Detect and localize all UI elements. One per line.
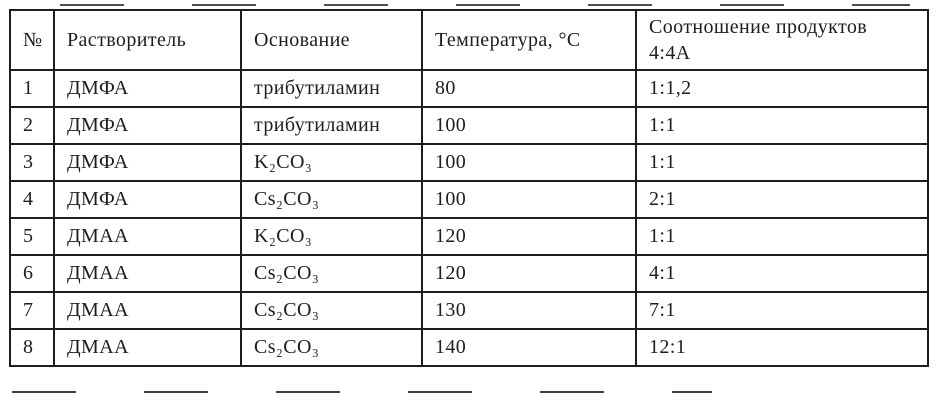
cell-base: трибутиламин	[240, 106, 423, 145]
cell-base: K₂CO₃	[240, 217, 423, 256]
cell-temperature: 100	[421, 143, 637, 182]
table-row: 3 ДМФА K₂CO₃ 100 1:1	[9, 143, 929, 182]
cell-number: 5	[9, 217, 55, 256]
cell-number: 8	[9, 328, 55, 367]
cell-solvent: ДМАА	[53, 254, 242, 293]
cell-number: 7	[9, 291, 55, 330]
cell-number: 4	[9, 180, 55, 219]
cell-base: трибутиламин	[240, 69, 423, 108]
cell-ratio: 2:1	[635, 180, 929, 219]
header-row: № Растворитель Основание Температура, °С…	[9, 9, 929, 71]
cell-number: 6	[9, 254, 55, 293]
cell-solvent: ДМФА	[53, 143, 242, 182]
table-row: 5 ДМАА K₂CO₃ 120 1:1	[9, 217, 929, 256]
cell-base: Cs₂CO₃	[240, 291, 423, 330]
cell-temperature: 100	[421, 106, 637, 145]
cell-ratio: 7:1	[635, 291, 929, 330]
cell-number: 2	[9, 106, 55, 145]
cell-solvent: ДМФА	[53, 106, 242, 145]
table-row: 8 ДМАА Cs₂CO₃ 140 12:1	[9, 328, 929, 367]
cell-base: Cs₂CO₃	[240, 254, 423, 293]
cell-solvent: ДМАА	[53, 217, 242, 256]
table-row: 6 ДМАА Cs₂CO₃ 120 4:1	[9, 254, 929, 293]
header-base: Основание	[240, 9, 423, 71]
cell-base: Cs₂CO₃	[240, 328, 423, 367]
cell-temperature: 100	[421, 180, 637, 219]
cell-solvent: ДМФА	[53, 69, 242, 108]
header-ratio: Соотношение продуктов 4:4А	[635, 9, 929, 71]
cell-ratio: 4:1	[635, 254, 929, 293]
scan-artifact-bottom-line	[12, 391, 712, 393]
header-solvent: Растворитель	[53, 9, 242, 71]
table-row: 2 ДМФА трибутиламин 100 1:1	[9, 106, 929, 145]
cell-ratio: 1:1	[635, 106, 929, 145]
header-number: №	[9, 9, 55, 71]
cell-number: 1	[9, 69, 55, 108]
scan-artifact-top-line	[60, 4, 910, 6]
header-temperature: Температура, °С	[421, 9, 637, 71]
table-row: 1 ДМФА трибутиламин 80 1:1,2	[9, 69, 929, 108]
cell-ratio: 1:1	[635, 143, 929, 182]
results-table: № Растворитель Основание Температура, °С…	[9, 9, 929, 367]
cell-ratio: 1:1,2	[635, 69, 929, 108]
cell-ratio: 12:1	[635, 328, 929, 367]
cell-solvent: ДМФА	[53, 180, 242, 219]
cell-temperature: 120	[421, 254, 637, 293]
cell-temperature: 130	[421, 291, 637, 330]
cell-ratio: 1:1	[635, 217, 929, 256]
cell-temperature: 80	[421, 69, 637, 108]
cell-base: K₂CO₃	[240, 143, 423, 182]
cell-solvent: ДМАА	[53, 291, 242, 330]
cell-temperature: 140	[421, 328, 637, 367]
cell-solvent: ДМАА	[53, 328, 242, 367]
cell-base: Cs₂CO₃	[240, 180, 423, 219]
table-row: 7 ДМАА Cs₂CO₃ 130 7:1	[9, 291, 929, 330]
cell-number: 3	[9, 143, 55, 182]
table-row: 4 ДМФА Cs₂CO₃ 100 2:1	[9, 180, 929, 219]
cell-temperature: 120	[421, 217, 637, 256]
